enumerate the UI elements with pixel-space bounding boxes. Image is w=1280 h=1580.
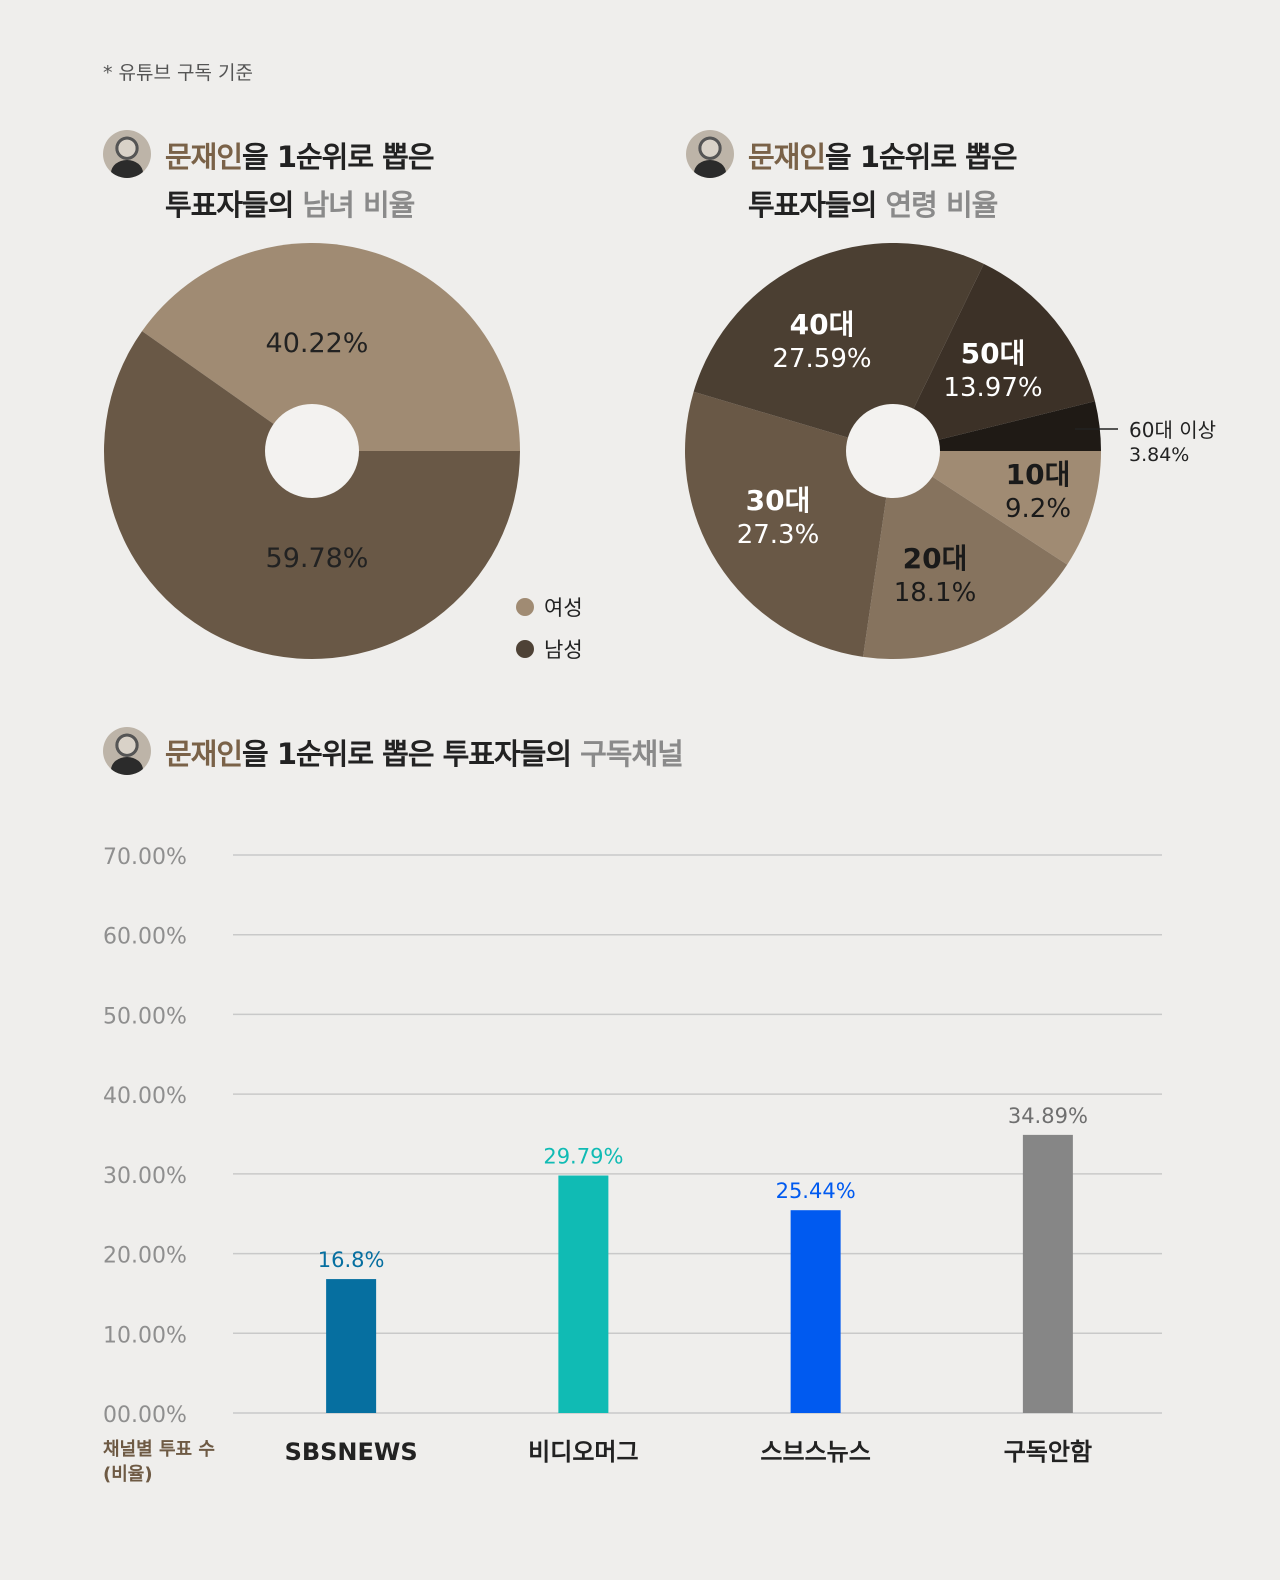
- title-text: 투표자들의: [165, 188, 303, 222]
- pie-slice-1: [863, 451, 1068, 659]
- bar-1: [558, 1175, 609, 1413]
- title-highlight: 남녀 비율: [302, 188, 416, 222]
- slice-label: 18.1%: [894, 578, 977, 608]
- slice-label: 27.59%: [772, 344, 871, 374]
- y-tick-label: 60.00%: [103, 925, 187, 950]
- bar-value-label: 34.89%: [1008, 1104, 1088, 1128]
- y-tick-label: 00.00%: [103, 1403, 187, 1428]
- bar-0: [326, 1279, 377, 1413]
- bar-value-label: 16.8%: [318, 1248, 385, 1272]
- y-tick-label: 50.00%: [103, 1004, 187, 1029]
- title-highlight: 구독채널: [580, 737, 684, 771]
- subscription-note: * 유튜브 구독 기준: [103, 62, 253, 84]
- gender-title-line1: 문재인을 1순위로 뽑은: [165, 134, 435, 176]
- pie-slice-0: [142, 242, 520, 451]
- pie-slice-2: [685, 391, 893, 657]
- x-category-label: SBSNEWS: [285, 1438, 418, 1466]
- pie-slice-5: [893, 401, 1101, 451]
- slice-category: 40대: [790, 308, 855, 341]
- title-text: 을 1순위로 뽑은 투표자들의: [242, 737, 581, 771]
- title-highlight: 연령 비율: [885, 188, 999, 222]
- legend-label: 남성: [544, 638, 583, 662]
- pie-slice-4: [893, 263, 1095, 451]
- candidate-name: 문재인: [165, 140, 243, 174]
- bar-3: [1022, 1134, 1073, 1413]
- age-title-line1: 문재인을 1순위로 뽑은: [748, 134, 1018, 176]
- bar-value-label: 25.44%: [776, 1179, 856, 1203]
- callout-label: 3.84%: [1129, 444, 1189, 466]
- slice-label: 13.97%: [943, 373, 1042, 403]
- y-axis-label: (비율): [103, 1464, 153, 1485]
- pie-slice-3: [693, 243, 984, 451]
- candidate-name: 문재인: [165, 737, 243, 771]
- x-category-label: 스브스뉴스: [760, 1438, 870, 1466]
- slice-label: 59.78%: [266, 543, 369, 574]
- avatar: [103, 727, 151, 775]
- y-tick-label: 20.00%: [103, 1244, 187, 1269]
- title-text: 을 1순위로 뽑은: [825, 140, 1017, 174]
- x-category-label: 구독안함: [1004, 1438, 1092, 1466]
- x-category-label: 비디오머그: [528, 1438, 638, 1466]
- avatar: [686, 130, 734, 178]
- bar-value-label: 29.79%: [543, 1145, 623, 1169]
- y-tick-label: 30.00%: [103, 1164, 187, 1189]
- slice-label: 27.3%: [737, 520, 820, 550]
- title-text: 투표자들의: [748, 188, 886, 222]
- candidate-name: 문재인: [748, 140, 826, 174]
- channel-bar-chart: 00.00% 10.00% 20.00% 30.00% 40.00% 50.00% 60.0…: [103, 845, 1162, 1485]
- callout-category: 60대 이상: [1129, 418, 1216, 442]
- bar-2: [790, 1210, 841, 1413]
- age-title-line2: 투표자들의 연령 비율: [748, 182, 999, 224]
- y-axis-label: 채널별 투표 수: [103, 1439, 215, 1460]
- legend-swatch: [516, 640, 534, 658]
- y-tick-label: 40.00%: [103, 1084, 187, 1109]
- pie-slice-0: [893, 451, 1101, 565]
- slice-category: 20대: [903, 542, 968, 575]
- legend-swatch: [516, 598, 534, 616]
- slice-category: 50대: [961, 337, 1026, 370]
- gender-title-line2: 투표자들의 남녀 비율: [165, 182, 416, 224]
- legend-label: 여성: [544, 596, 583, 620]
- title-text: 을 1순위로 뽑은: [242, 140, 434, 174]
- y-tick-label: 10.00%: [103, 1323, 187, 1348]
- slice-category: 30대: [746, 484, 811, 517]
- channel-title: 문재인을 1순위로 뽑은 투표자들의 구독채널: [165, 731, 684, 773]
- slice-label: 40.22%: [266, 328, 369, 359]
- avatar: [103, 130, 151, 178]
- slice-label: 9.2%: [1005, 494, 1071, 524]
- y-tick-label: 70.00%: [103, 845, 187, 870]
- donut-hole: [265, 404, 359, 498]
- donut-hole: [846, 404, 940, 498]
- slice-category: 10대: [1006, 458, 1071, 491]
